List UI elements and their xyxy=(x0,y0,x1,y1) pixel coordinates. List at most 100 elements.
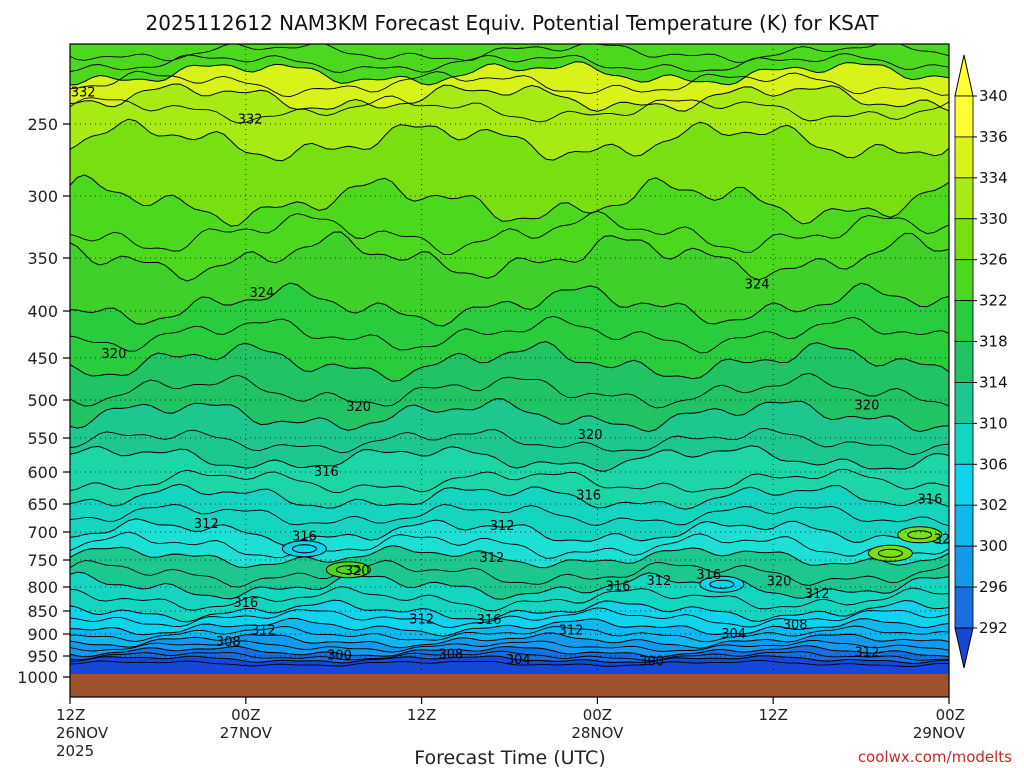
x-tick-label: 2025 xyxy=(56,742,94,760)
contour-label: 304 xyxy=(506,653,531,668)
y-tick-label: 800 xyxy=(27,578,58,597)
colorbar-label: 340 xyxy=(979,87,1008,105)
y-tick-label: 850 xyxy=(27,602,58,621)
contour-label: 312 xyxy=(559,623,584,638)
x-tick-label: 28NOV xyxy=(571,724,624,742)
colorbar-segment xyxy=(954,341,974,383)
contour-line xyxy=(70,210,949,256)
contour-line xyxy=(70,427,949,456)
contour-cell xyxy=(897,526,943,544)
colorbar-segment xyxy=(954,177,974,220)
contour-label: 312 xyxy=(805,587,830,602)
contour-label: 316 xyxy=(233,596,258,611)
contour-cell xyxy=(867,544,913,562)
colorbar-segment xyxy=(954,136,974,179)
colorbar-label: 336 xyxy=(979,128,1008,146)
contour-cell xyxy=(335,565,361,575)
plot-area: 332 332 324 324 320 320 320 320 316 316 316 312 312 3… xyxy=(70,44,959,697)
colorbar-label: 330 xyxy=(979,210,1008,228)
contour-line xyxy=(70,483,949,510)
contour-label: 316 xyxy=(477,613,502,628)
contour-label: 320 xyxy=(345,564,370,579)
chart-title: 2025112612 NAM3KM Forecast Equiv. Potent… xyxy=(146,11,880,35)
contour-line xyxy=(70,53,949,73)
contour-label: 300 xyxy=(327,649,352,664)
contour-line xyxy=(70,607,949,629)
contour-line xyxy=(70,586,949,612)
contour-line xyxy=(70,645,949,658)
y-tick-label: 750 xyxy=(27,551,58,570)
y-tick-label: 500 xyxy=(27,391,58,410)
contour-label: 312 xyxy=(194,517,219,532)
colorbar-segment xyxy=(954,545,974,588)
contour-line xyxy=(70,659,949,668)
contour-label: 316 xyxy=(292,529,317,544)
contour-line xyxy=(70,504,949,527)
contour-label: 316 xyxy=(918,493,943,508)
colorbar-label: 300 xyxy=(979,537,1008,555)
contour-line xyxy=(70,83,949,112)
contour-label: 332 xyxy=(71,85,96,100)
x-tick-label: 00Z xyxy=(936,706,965,724)
y-tick-label: 400 xyxy=(27,302,58,321)
contour-label: 324 xyxy=(934,532,959,547)
colorbar-label: 326 xyxy=(979,251,1008,269)
y-tick-label: 1000 xyxy=(17,668,58,687)
colorbar-label: 302 xyxy=(979,496,1008,514)
contour-cell xyxy=(699,575,745,593)
contour-line xyxy=(70,617,949,637)
contour-labels: 332 332 324 324 320 320 320 320 316 316 316 312 312 3… xyxy=(71,85,959,669)
contour-line xyxy=(70,95,949,124)
contour-line xyxy=(70,174,949,227)
x-tick-label: 29NOV xyxy=(913,724,966,742)
contour-line xyxy=(70,599,949,623)
contour-label: 320 xyxy=(346,400,371,415)
y-tick-label: 600 xyxy=(27,463,58,482)
colorbar-segment xyxy=(954,382,974,424)
contour-line xyxy=(70,118,949,162)
contour-line xyxy=(70,70,949,98)
contour-line xyxy=(70,531,949,559)
colorbar-segment xyxy=(954,95,974,138)
colorbar-label: 318 xyxy=(979,333,1008,351)
contour-line xyxy=(70,61,949,86)
colorbar: 340 336 334 330 326 322 318 314 310 306 302 300 296 2… xyxy=(954,54,1008,669)
contour-cell xyxy=(877,548,903,558)
plot-frame xyxy=(69,43,950,698)
colorbar-label: 334 xyxy=(979,169,1008,187)
contour-line xyxy=(70,340,949,382)
contour-line xyxy=(70,468,949,493)
y-tick-label: 700 xyxy=(27,523,58,542)
x-tick-label: 12Z xyxy=(56,706,85,724)
contour-line xyxy=(70,315,949,354)
colorbar-label: 322 xyxy=(979,292,1008,310)
colorbar-segment xyxy=(954,504,974,547)
contour-line xyxy=(70,518,949,546)
y-tick-label: 300 xyxy=(27,187,58,206)
contour-label: 312 xyxy=(251,623,276,638)
contour-line xyxy=(70,632,949,649)
contour-cell xyxy=(291,544,317,554)
contour-label: 320 xyxy=(578,428,603,443)
colorbar-segment xyxy=(954,259,974,302)
x-tick-label: 27NOV xyxy=(220,724,273,742)
contour-line xyxy=(70,545,949,569)
x-tick-label: 12Z xyxy=(759,706,788,724)
contour-label: 308 xyxy=(438,648,463,663)
contour-label: 316 xyxy=(605,579,630,594)
colorbar-segment xyxy=(954,300,974,342)
contour-label: 324 xyxy=(250,286,275,301)
contour-line xyxy=(70,372,949,409)
contour-label: 320 xyxy=(767,575,792,590)
colorbar-label: 306 xyxy=(979,455,1008,473)
colorbar-label: 310 xyxy=(979,414,1008,432)
colorbar-arrow-top xyxy=(954,54,974,97)
contour-line xyxy=(70,625,949,643)
colorbar-arrow-bottom xyxy=(954,627,974,669)
colorbar-label: 314 xyxy=(979,373,1008,391)
contour-label: 320 xyxy=(102,347,127,362)
y-tick-label: 900 xyxy=(27,625,58,644)
contour-label: 300 xyxy=(639,654,664,669)
contour-cell xyxy=(325,561,371,579)
